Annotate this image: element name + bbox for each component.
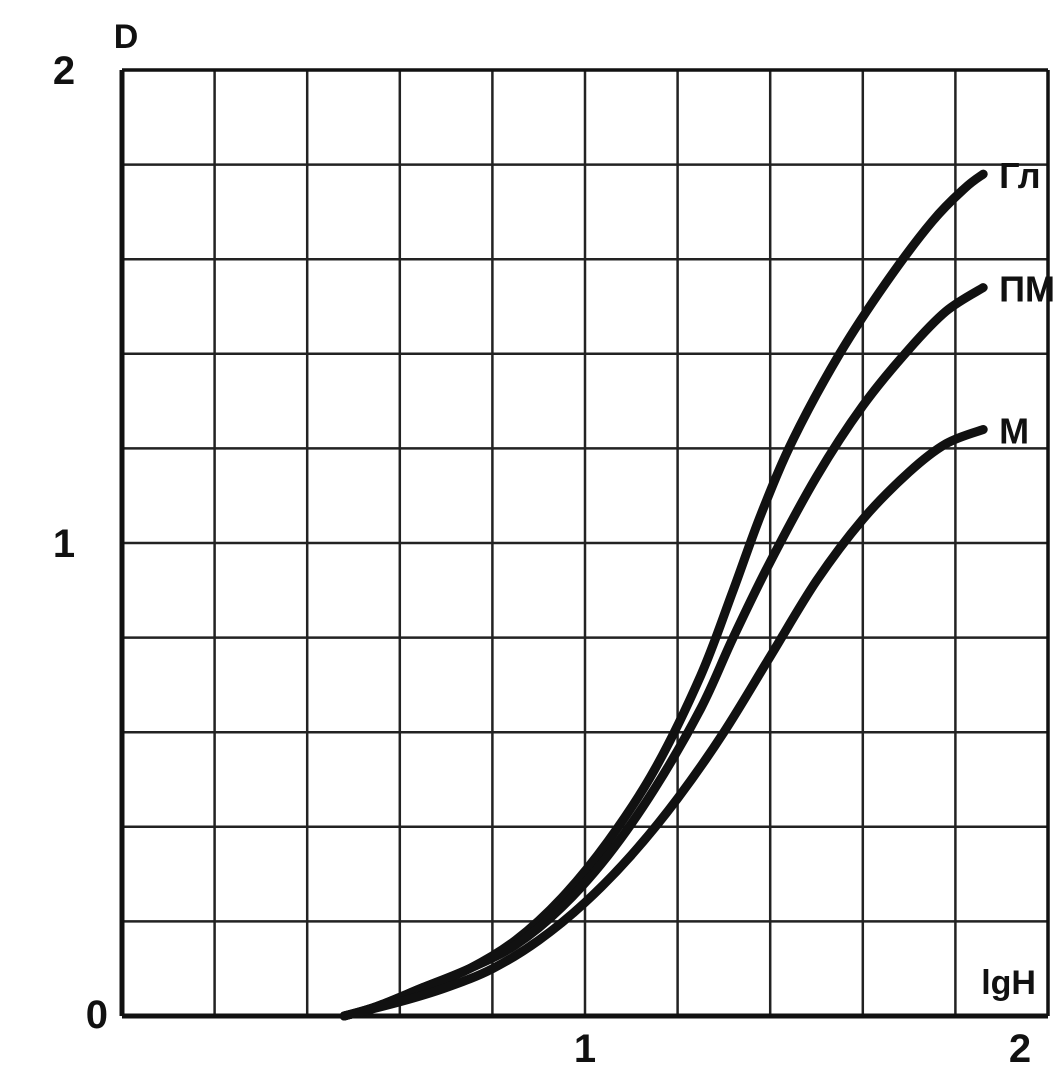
series-lines [339, 169, 988, 1021]
y-tick-label: 1 [53, 522, 75, 566]
series-label-2: ПМ [999, 269, 1055, 310]
series-line-2 [339, 283, 988, 1021]
series-label-3: М [999, 410, 1029, 451]
series-line-1 [339, 169, 988, 1021]
grid [122, 70, 1048, 1016]
y-axis-label: D [114, 18, 139, 56]
x-axis-label: lgH [981, 964, 1036, 1002]
series-label-1: Гл [999, 155, 1040, 196]
y-tick-label: 2 [53, 49, 75, 93]
x-tick-label: 1 [574, 1027, 596, 1069]
x-tick-label: 2 [1009, 1027, 1031, 1069]
x-tick-label: 0 [86, 993, 108, 1037]
series-line-3 [339, 425, 988, 1021]
axes [119, 68, 1050, 1019]
